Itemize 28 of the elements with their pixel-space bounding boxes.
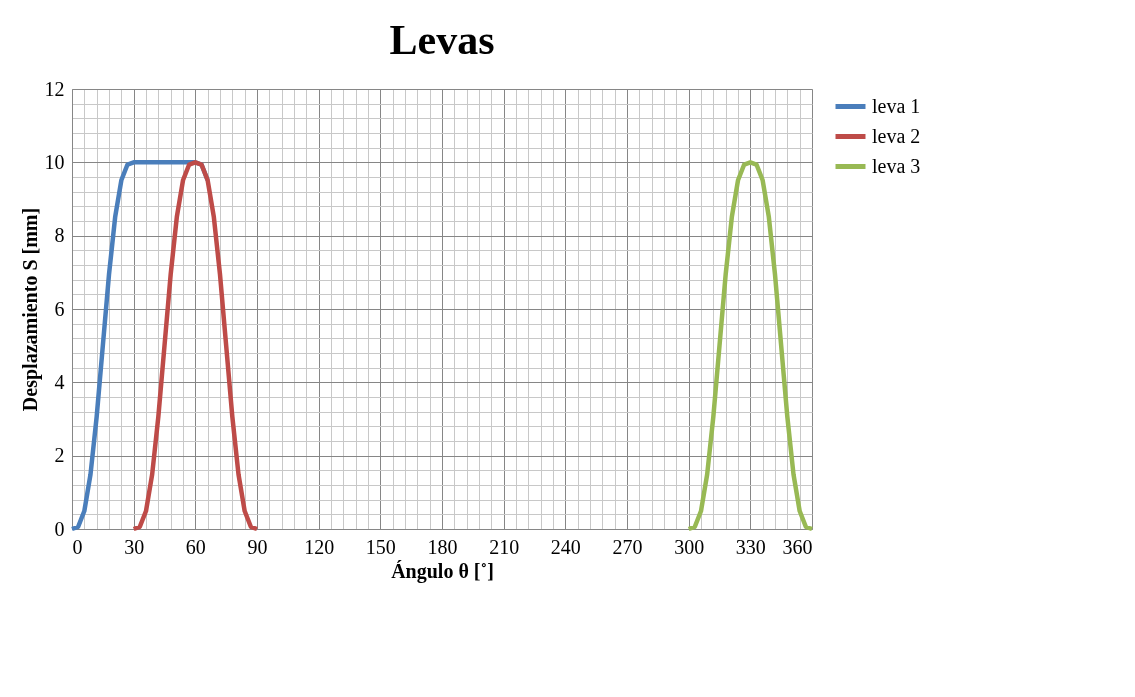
y-tick-label: 10	[44, 150, 65, 173]
line-series	[131, 160, 260, 532]
y-tick-label: 4	[54, 370, 65, 393]
x-tick-label: 270	[612, 535, 643, 558]
x-tick-label: 210	[489, 535, 520, 558]
y-tick-label: 2	[54, 444, 65, 467]
x-tick-label: 120	[304, 535, 335, 558]
line-series	[686, 160, 815, 532]
y-tick-label: 8	[54, 224, 65, 247]
x-tick-label: 300	[674, 535, 705, 558]
x-tick-label: 60	[185, 535, 206, 558]
x-tick-label: 330	[735, 535, 766, 558]
x-tick-label: 0	[72, 535, 83, 558]
x-tick-label: 360	[782, 535, 813, 558]
y-axis-title: Desplazamiento S [mm]	[18, 207, 42, 412]
x-tick-label: 150	[365, 535, 396, 558]
legend-label: leva 3	[872, 154, 921, 177]
y-tick-label: 12	[44, 77, 65, 100]
chart-title: Levas	[389, 17, 495, 63]
x-tick-label: 180	[427, 535, 458, 558]
y-tick-label: 6	[54, 297, 65, 320]
x-tick-label: 240	[550, 535, 581, 558]
y-tick-label: 0	[54, 517, 65, 540]
x-axis-title: Ángulo θ [˚]	[391, 559, 494, 583]
legend-label: leva 1	[872, 94, 921, 117]
legend-label: leva 2	[872, 124, 921, 147]
x-tick-label: 90	[247, 535, 268, 558]
x-tick-label: 30	[124, 535, 145, 558]
